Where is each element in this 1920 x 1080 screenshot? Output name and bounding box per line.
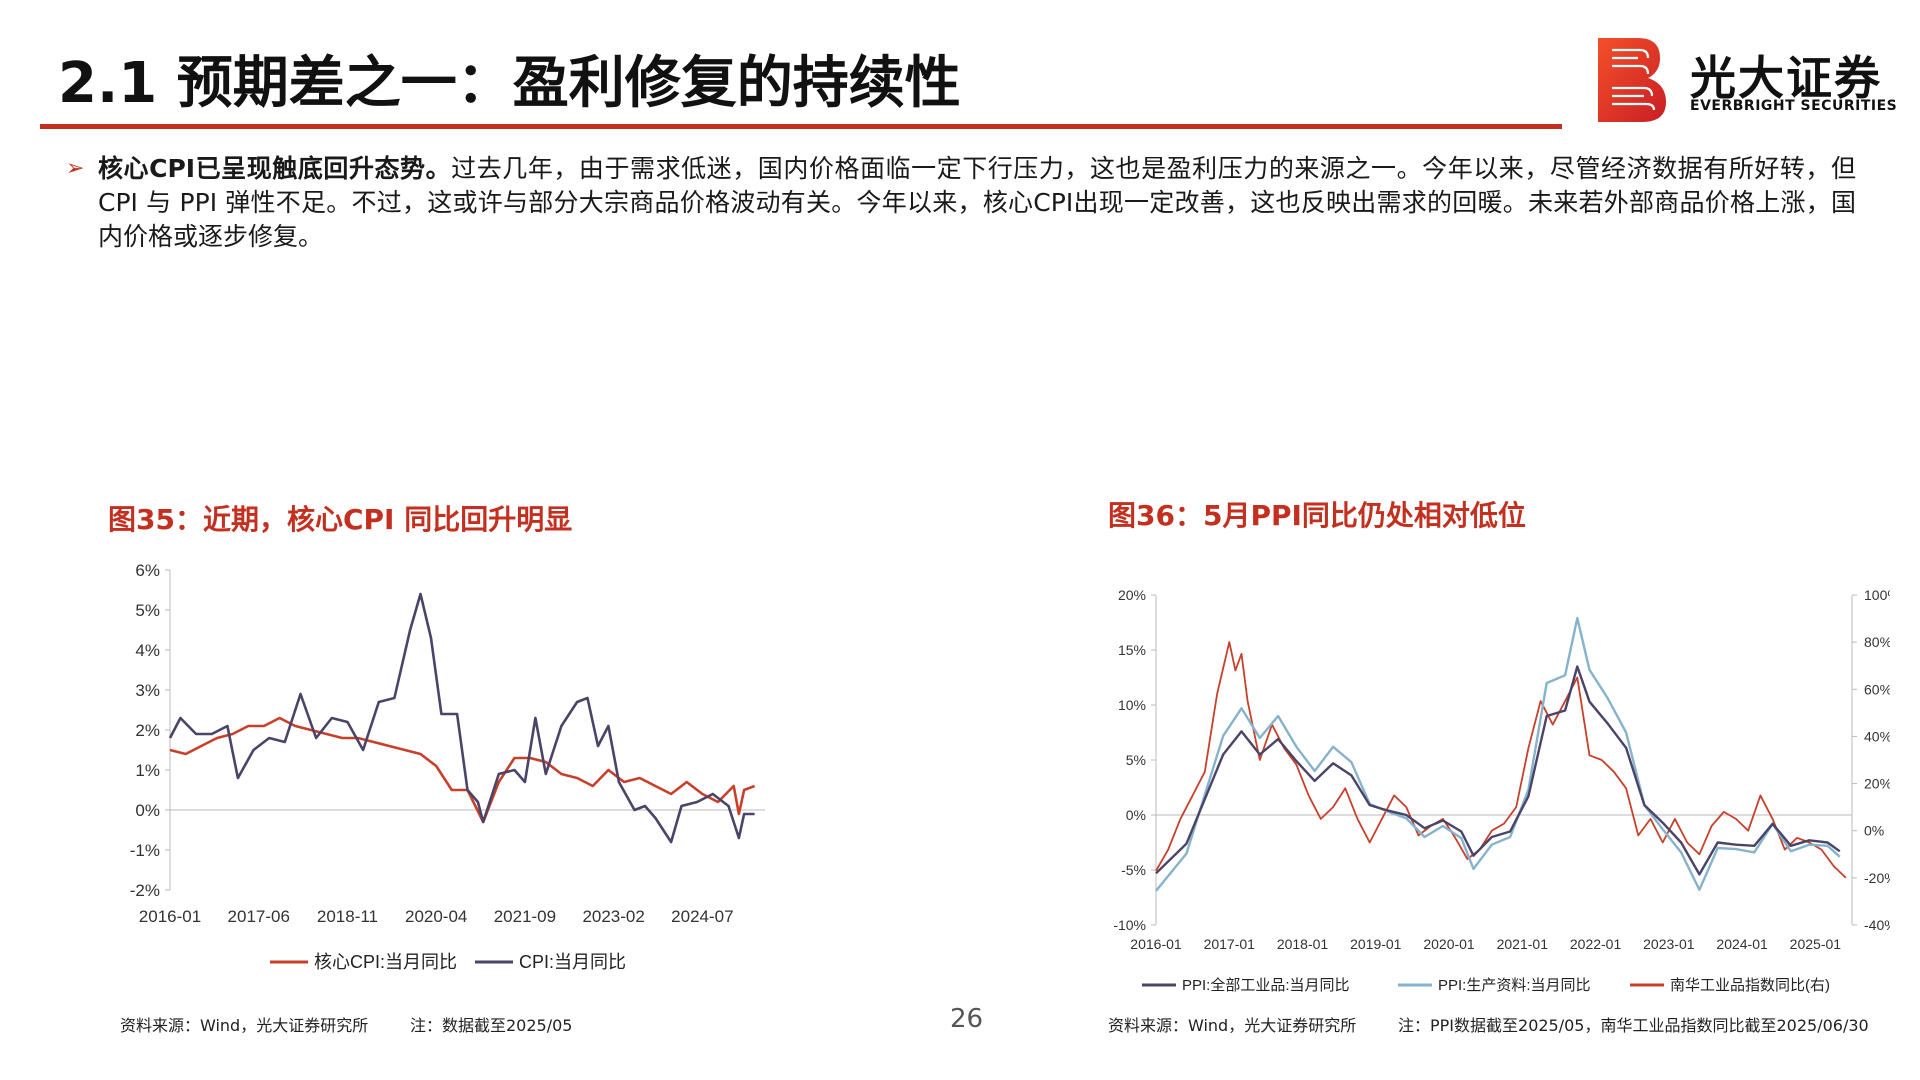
x-tick-label: 2017-06 (228, 907, 290, 926)
left-tick-label: 20% (1118, 587, 1146, 603)
x-tick-label: 2024-07 (671, 907, 733, 926)
x-tick-label: 2016-01 (1130, 936, 1182, 952)
x-tick-label: 2017-01 (1204, 936, 1256, 952)
fig36-title: 图36：5月PPI同比仍处相对低位 (1108, 499, 1526, 532)
fig35-source: 资料来源：Wind，光大证券研究所 (120, 1016, 369, 1035)
x-tick-label: 2021-01 (1497, 936, 1549, 952)
title-divider (40, 124, 1562, 129)
page-number: 26 (950, 1004, 984, 1034)
arrow-bullet-icon: ➢ (66, 156, 85, 181)
bullet-paragraph: ➢ 核心CPI已呈现触底回升态势。过去几年，由于需求低迷，国内价格面临一定下行压… (66, 152, 1856, 254)
fig36-note: 注：PPI数据截至2025/05，南华工业品指数同比截至2025/06/30 (1398, 1016, 1869, 1035)
x-tick-label: 2021-09 (494, 907, 556, 926)
fig35-title: 图35：近期，核心CPI 同比回升明显 (108, 503, 573, 536)
x-tick-label: 2020-01 (1423, 936, 1475, 952)
logo-name-cn: 光大证券 (1690, 51, 1882, 105)
x-tick-label: 2020-04 (405, 907, 467, 926)
y-tick-label: 6% (135, 561, 160, 580)
x-tick-label: 2018-01 (1277, 936, 1329, 952)
right-tick-label: -20% (1864, 870, 1890, 886)
y-tick-label: 2% (135, 721, 160, 740)
left-tick-label: 5% (1126, 752, 1146, 768)
x-tick-label: 2023-02 (582, 907, 644, 926)
fig35-note: 注：数据截至2025/05 (410, 1016, 573, 1035)
fig36-source: 资料来源：Wind，光大证券研究所 (1108, 1016, 1357, 1035)
x-tick-label: 2019-01 (1350, 936, 1402, 952)
ppi-all-line (1155, 665, 1841, 876)
x-tick-label: 2016-01 (139, 907, 201, 926)
legend-label: CPI:当月同比 (519, 952, 626, 972)
bullet-body: 过去几年，由于需求低迷，国内价格面临一定下行压力，这也是盈利压力的来源之一。今年… (98, 154, 1856, 251)
bullet-lead: 核心CPI已呈现触底回升态势。 (98, 154, 452, 183)
left-tick-label: -10% (1113, 917, 1146, 933)
fig35-chart: 6% 5% 4% 3% 2% 1% 0% -1% -2% 2016-01 2017-06 2018-1… (130, 561, 765, 972)
legend-label: 南华工业品指数同比(右) (1670, 977, 1830, 994)
right-tick-label: -40% (1864, 917, 1890, 933)
left-tick-label: 0% (1126, 807, 1146, 823)
x-tick-label: 2024-01 (1716, 936, 1768, 952)
x-tick-label: 2018-11 (317, 907, 378, 926)
legend-label: PPI:生产资料:当月同比 (1438, 977, 1591, 994)
y-tick-label: 1% (135, 761, 160, 780)
everbright-logo: 光大证券 EVERBRIGHT SECURITIES (1594, 36, 1898, 126)
right-tick-label: 40% (1864, 728, 1890, 744)
logo-name-en: EVERBRIGHT SECURITIES (1690, 98, 1898, 114)
y-tick-label: 5% (135, 601, 160, 620)
legend-label: 核心CPI:当月同比 (314, 952, 457, 972)
y-tick-label: 3% (135, 681, 160, 700)
fig36-chart: 20% 15% 10% 5% 0% -5% -10% 100% 80% 60% 40% 20% 0% -2… (1113, 587, 1890, 994)
right-tick-label: 80% (1864, 634, 1890, 650)
series-line-cpi (168, 592, 755, 844)
legend-label: PPI:全部工业品:当月同比 (1182, 976, 1350, 994)
y-tick-label: -1% (130, 841, 160, 860)
left-tick-label: 15% (1118, 642, 1146, 658)
y-tick-label: 0% (135, 801, 160, 820)
left-tick-label: 10% (1118, 697, 1146, 713)
left-tick-label: -5% (1121, 862, 1146, 878)
right-tick-label: 0% (1864, 823, 1884, 839)
y-tick-label: 4% (135, 641, 160, 660)
page-title: 2.1 预期差之一：盈利修复的持续性 (58, 51, 961, 116)
y-tick-label: -2% (130, 881, 160, 900)
series-line-core-cpi (169, 716, 756, 824)
right-tick-label: 100% (1864, 587, 1890, 603)
nanhua-index-line (1155, 641, 1847, 879)
x-tick-label: 2025-01 (1790, 936, 1842, 952)
right-tick-label: 60% (1864, 681, 1890, 697)
logo-mark-icon (1598, 38, 1666, 122)
right-tick-label: 20% (1864, 776, 1890, 792)
x-tick-label: 2022-01 (1570, 936, 1622, 952)
x-tick-label: 2023-01 (1643, 936, 1695, 952)
bullet-text: 核心CPI已呈现触底回升态势。过去几年，由于需求低迷，国内价格面临一定下行压力，… (98, 152, 1856, 254)
